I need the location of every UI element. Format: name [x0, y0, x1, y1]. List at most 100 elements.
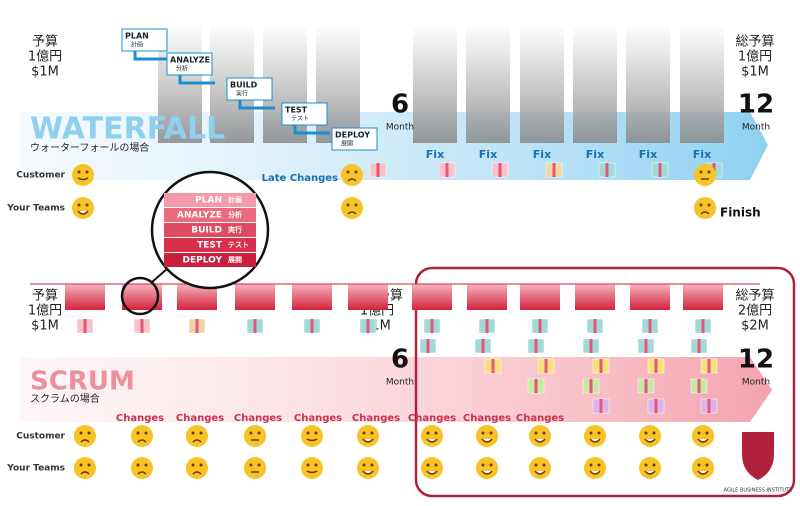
zoom-phase-ja: 実行	[228, 225, 242, 234]
mouth	[77, 210, 89, 215]
work-column	[573, 25, 617, 143]
gift-ribbon	[534, 339, 538, 353]
eye	[354, 170, 358, 174]
mouth	[192, 471, 202, 475]
gift-ribbon	[552, 163, 556, 177]
changes-label: Changes	[176, 413, 224, 424]
eye	[306, 431, 310, 435]
face	[74, 457, 96, 479]
eye	[257, 431, 261, 435]
zoom-phase-ja: 分析	[228, 210, 242, 219]
mouth	[534, 438, 546, 443]
budget-line: 1億円	[28, 49, 62, 65]
sprint-block	[683, 284, 723, 310]
phase-ja: テスト	[291, 116, 309, 123]
eye	[534, 463, 538, 467]
phase-name: BUILD	[230, 81, 258, 90]
budget-line: 1億円	[28, 303, 62, 319]
budget-line: 予算	[32, 35, 58, 50]
face	[131, 457, 153, 479]
gift-ribbon	[538, 319, 542, 333]
mouth	[80, 439, 90, 443]
budget-line: 1億円	[738, 49, 772, 65]
eye	[707, 170, 711, 174]
work-column	[520, 25, 564, 143]
month-number: 12	[738, 90, 774, 120]
scrum-subtitle: スクラムの場合	[30, 392, 100, 405]
eye	[249, 463, 253, 467]
eye	[362, 463, 366, 467]
scrum-title: SCRUM	[30, 367, 135, 397]
face	[244, 425, 266, 447]
gift-ribbon	[593, 319, 597, 333]
eye	[144, 431, 148, 435]
eye	[652, 431, 656, 435]
mouth	[589, 438, 601, 443]
zoom-phase-ja: 計画	[228, 195, 242, 204]
month-number: 12	[738, 345, 774, 375]
eye	[652, 463, 656, 467]
gift-ribbon	[605, 163, 609, 177]
eye	[314, 463, 318, 467]
eye	[426, 463, 430, 467]
eye	[79, 463, 83, 467]
mouth	[362, 438, 374, 443]
gift-ribbon	[599, 399, 603, 413]
mouth	[644, 438, 656, 443]
face	[341, 197, 363, 219]
eye	[697, 463, 701, 467]
face	[72, 164, 94, 186]
mouth	[426, 470, 438, 475]
fix-label: Fix	[533, 148, 551, 161]
mouth	[192, 439, 202, 443]
phase-box	[331, 127, 378, 151]
eye	[644, 463, 648, 467]
phase-name: ANALYZE	[170, 56, 210, 65]
eye	[199, 431, 203, 435]
fix-label: Fix	[479, 148, 497, 161]
eye	[697, 431, 701, 435]
zoom-phase: BUILD	[191, 226, 222, 236]
eye	[354, 203, 358, 207]
mouth	[697, 470, 709, 475]
zoom-row	[164, 208, 256, 222]
eye	[79, 431, 83, 435]
changes-label: Changes	[234, 413, 282, 424]
zoom-row	[164, 193, 256, 207]
mouth	[137, 439, 147, 443]
budget-line: $1M	[741, 65, 769, 80]
scrum-band	[20, 357, 772, 422]
phase-arrow	[133, 51, 170, 61]
budget-line: 2億円	[738, 303, 772, 319]
zoom-phase-ja: テスト	[228, 241, 249, 249]
gift-ribbon	[366, 319, 370, 333]
face	[584, 457, 606, 479]
face	[476, 425, 498, 447]
sprint-block	[467, 284, 507, 310]
eye	[85, 203, 89, 207]
gift-ribbon	[707, 359, 711, 373]
mouth	[481, 438, 493, 443]
gift-ribbon	[426, 339, 430, 353]
month-number: 6	[391, 345, 409, 375]
face	[529, 425, 551, 447]
face	[421, 457, 443, 479]
budget-line: 総予算	[735, 35, 774, 50]
waterfall-title: WATERFALL	[30, 112, 225, 147]
gift-ribbon	[481, 339, 485, 353]
eye	[191, 463, 195, 467]
sprint-block	[412, 284, 452, 310]
eye	[426, 431, 430, 435]
phase-box	[166, 52, 213, 76]
phase-name: DEPLOY	[335, 131, 370, 140]
phase-box	[281, 102, 328, 126]
gift-ribbon	[658, 163, 662, 177]
face	[639, 425, 661, 447]
zoom-row	[164, 238, 256, 252]
eye	[589, 463, 593, 467]
zoom-phase: ANALYZE	[177, 211, 222, 221]
sprint-block	[348, 284, 388, 310]
eye	[191, 431, 195, 435]
eye	[370, 431, 374, 435]
